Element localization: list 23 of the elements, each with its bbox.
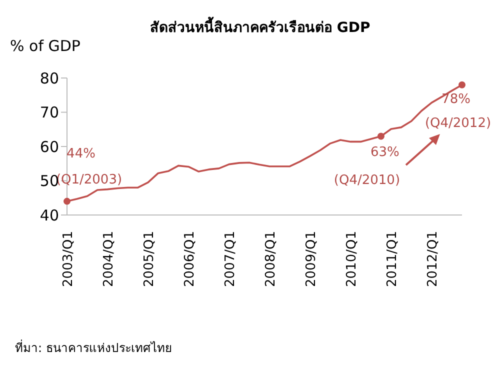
point (458, 81, 466, 88)
point (377, 132, 384, 140)
y-tick-label: 70 (40, 104, 59, 122)
y-tick-label: 40 (40, 206, 59, 224)
x-tick-label: 2003/Q1 (61, 231, 76, 287)
y-tick-label: 80 (40, 69, 59, 88)
text: ที่มา: ธนาคารแห่งประเทศไทย (15, 338, 172, 357)
y-axis-title: % of GDP (10, 37, 80, 55)
x-tick-label: 2010/Q1 (344, 231, 360, 287)
y-tick-label: 50 (40, 172, 59, 190)
x-tick-label: 2011/Q1 (385, 231, 400, 287)
x-tick-label: 2008/Q1 (264, 231, 279, 287)
chart-title: สัดส่วนหนี้สินภาคครัวเรือนต่อ GDP (150, 16, 370, 38)
x-tick-label: 2012/Q1 (426, 231, 441, 287)
annotation: 78% (Q4/2012) (424, 92, 492, 131)
annotation: 63% (Q4/2010) (334, 145, 400, 188)
y-tick-label: 60 (40, 138, 59, 156)
x-tick-label: 2005/Q1 (142, 231, 158, 287)
x-tick-label: 2009/Q1 (304, 231, 320, 287)
x-tick-label: 2004/Q1 (102, 231, 117, 287)
point (64, 198, 70, 205)
x-tick-label: 2006/Q1 (182, 231, 198, 287)
x-tick-label: 2007/Q1 (223, 231, 238, 287)
